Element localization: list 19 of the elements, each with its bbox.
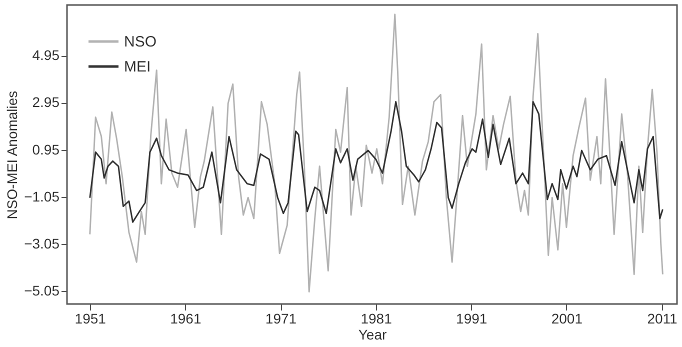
x-tick-label: 1981 xyxy=(360,310,392,326)
y-tick-label: −3.05 xyxy=(24,235,60,252)
x-axis-title: Year xyxy=(358,326,387,342)
x-tick-label: 1951 xyxy=(74,310,106,326)
x-tick-label: 1971 xyxy=(265,310,297,326)
y-tick-label: 4.95 xyxy=(32,47,60,64)
line-series xyxy=(89,14,664,293)
legend-label: NSO xyxy=(124,34,157,50)
y-tick-label: 2.95 xyxy=(32,94,60,110)
y-tick-label: 0.95 xyxy=(32,141,60,158)
y-tick-label: −5.05 xyxy=(24,282,60,299)
x-tick-label: 2001 xyxy=(551,310,583,326)
x-tick-label: 1961 xyxy=(170,310,202,326)
line-series xyxy=(89,101,664,223)
legend-label: MEI xyxy=(124,58,151,76)
x-tick-label: 1991 xyxy=(456,310,488,326)
x-tick-label: 2011 xyxy=(647,310,678,326)
y-axis-title: NSO-MEI Anomalies xyxy=(4,90,20,220)
y-tick-label: −1.05 xyxy=(24,188,60,204)
